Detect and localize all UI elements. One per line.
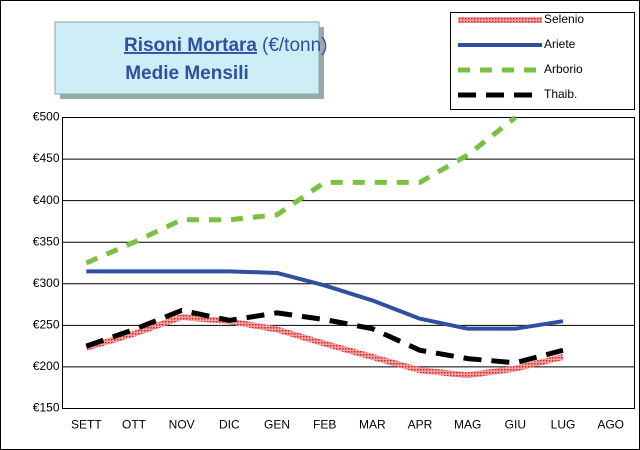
legend-label: Arborio	[544, 62, 583, 76]
y-tick-label: €450	[33, 151, 60, 165]
y-tick-label: €200	[33, 359, 60, 373]
y-tick-label: €350	[33, 234, 60, 248]
y-tick-label: €300	[33, 276, 60, 290]
title-unit: (€/tonn)	[262, 35, 327, 56]
x-tick-label: OTT	[122, 418, 147, 432]
chart-title: Risoni Mortara	[124, 35, 257, 56]
y-tick-label: €500	[33, 110, 60, 124]
legend-label: Thaib.	[544, 87, 577, 101]
x-tick-label: LUG	[551, 418, 576, 432]
series-line	[85, 314, 564, 379]
x-tick-label: GIU	[505, 418, 526, 432]
x-tick-label: FEB	[313, 418, 336, 432]
x-tick-label: DIC	[219, 418, 240, 432]
series-line	[85, 115, 517, 266]
legend-label: Selenio	[544, 12, 584, 26]
y-tick-label: €250	[33, 318, 60, 332]
x-tick-label: MAG	[454, 418, 481, 432]
y-tick-label: €400	[33, 193, 60, 207]
legend-box	[450, 12, 635, 110]
x-tick-label: SETT	[71, 418, 102, 432]
title-box	[54, 21, 320, 95]
chart-subtitle: Medie Mensili	[125, 63, 249, 84]
x-tick-label: APR	[408, 418, 433, 432]
x-tick-label: AGO	[597, 418, 624, 432]
x-tick-label: NOV	[169, 418, 195, 432]
y-tick-label: €150	[33, 401, 60, 415]
series-line	[85, 307, 564, 366]
x-tick-label: MAR	[359, 418, 386, 432]
legend-label: Ariete	[544, 37, 576, 51]
series-line	[86, 269, 564, 331]
x-tick-label: GEN	[264, 418, 290, 432]
